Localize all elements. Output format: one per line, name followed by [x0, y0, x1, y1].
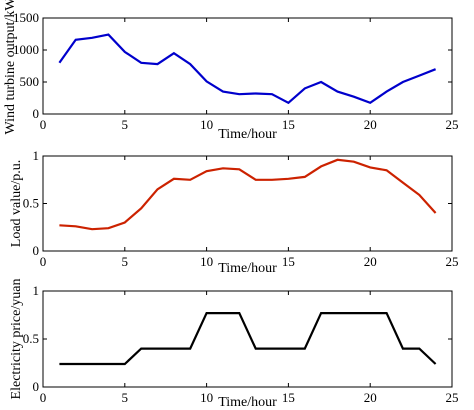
y-tick-label: 0 — [33, 243, 40, 258]
y-axis-label: Wind turbine output/kW — [3, 0, 18, 135]
x-tick-label: 25 — [446, 390, 459, 405]
x-axis-label: Time/hour — [218, 261, 277, 276]
y-tick-label: 0.5 — [23, 196, 39, 211]
x-tick-label: 0 — [40, 390, 47, 405]
series-line — [59, 312, 437, 366]
x-tick-label: 5 — [122, 390, 129, 405]
x-axis-label: Time/hour — [218, 127, 277, 142]
x-tick-label: 25 — [446, 254, 459, 269]
y-tick-label: 500 — [20, 74, 40, 89]
y-axis-label: Load value/p.u. — [9, 160, 24, 247]
y-tick-label: 0.5 — [23, 331, 39, 346]
x-tick-label: 20 — [364, 117, 377, 132]
y-tick-label: 1000 — [13, 42, 39, 57]
series-line — [58, 33, 437, 105]
x-axis-label: Time/hour — [218, 395, 277, 410]
y-tick-label: 1500 — [13, 10, 39, 25]
x-tick-label: 0 — [40, 254, 47, 269]
x-tick-label: 15 — [282, 117, 295, 132]
chart-panel-3: 0 5 10 15 20 25 0 0.5 1 Time/hour Electricity pric… — [9, 279, 459, 410]
x-tick-label: 15 — [282, 390, 295, 405]
x-tick-label: 20 — [364, 254, 377, 269]
y-tick-label: 1 — [33, 148, 40, 163]
x-tick-label: 15 — [282, 254, 295, 269]
x-tick-label: 10 — [200, 254, 213, 269]
x-tick-label: 25 — [446, 117, 459, 132]
plot-frame — [42, 155, 453, 252]
chart-panel-2: 0 5 10 15 20 25 0 0.5 1 Time/hour Load value/p.u. — [9, 148, 459, 276]
x-tick-label: 20 — [364, 390, 377, 405]
series-line — [59, 158, 437, 231]
x-tick-label: 10 — [200, 117, 213, 132]
x-tick-label: 5 — [122, 254, 129, 269]
x-tick-label: 10 — [200, 390, 213, 405]
y-axis-label: Electricity price/yuan — [9, 279, 24, 400]
x-tick-label: 0 — [40, 117, 47, 132]
y-tick-label: 1 — [33, 283, 40, 298]
y-tick-label: 0 — [33, 106, 40, 121]
x-tick-label: 5 — [122, 117, 129, 132]
plot-frame — [42, 290, 453, 388]
chart-panel-1: 0 5 10 15 20 25 0 500 1000 1500 Time/hour Wind turb… — [3, 0, 459, 142]
plot-frame — [42, 17, 453, 115]
y-tick-label: 0 — [33, 379, 40, 394]
